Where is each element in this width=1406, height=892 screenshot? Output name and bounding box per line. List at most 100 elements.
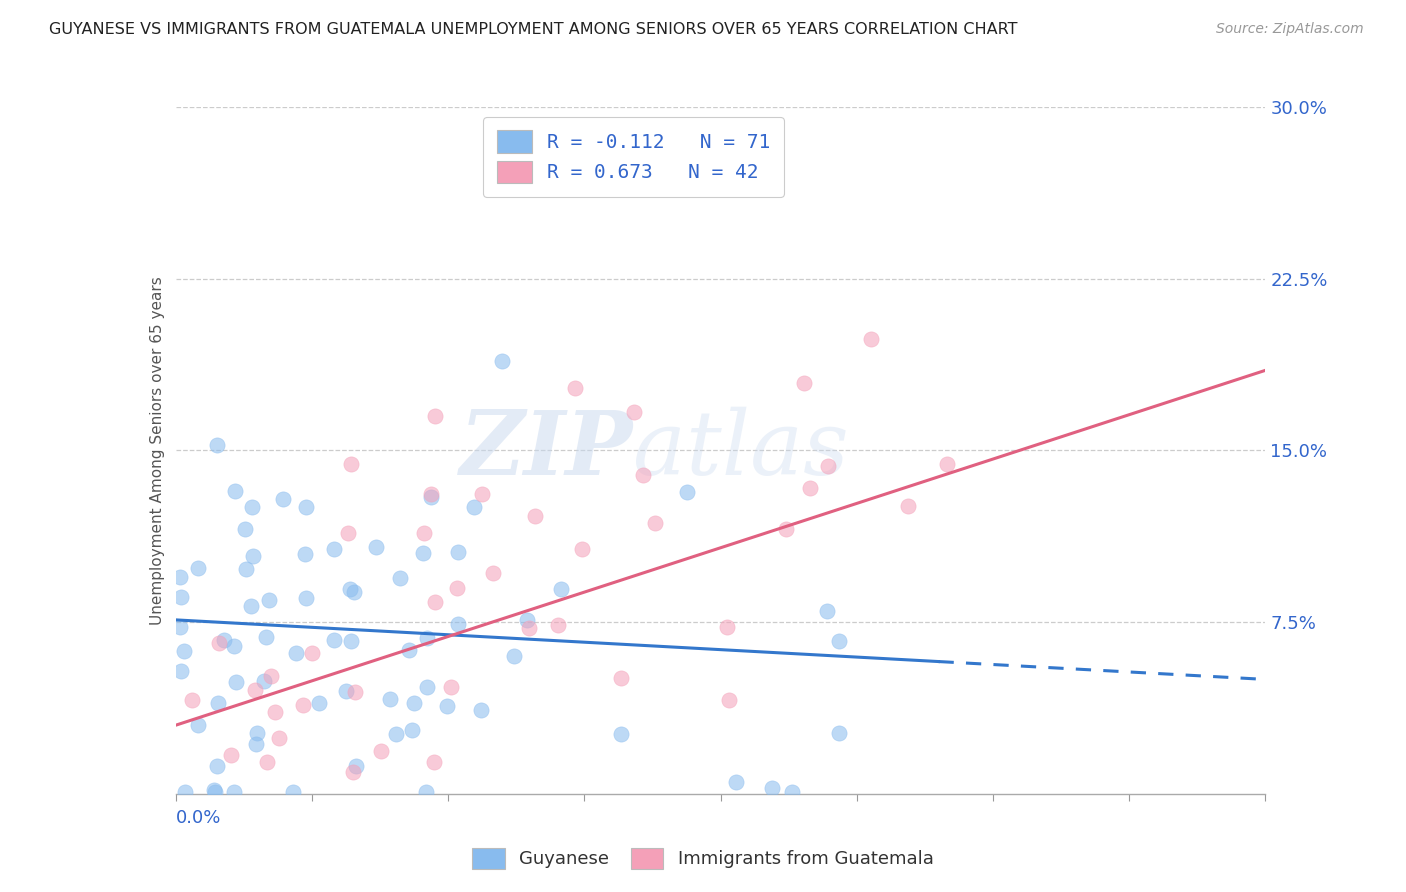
Point bbox=[828, 633, 851, 648]
Point bbox=[207, 696, 229, 710]
Point bbox=[301, 646, 323, 660]
Point bbox=[780, 784, 803, 798]
Point bbox=[173, 643, 195, 657]
Point bbox=[285, 646, 308, 660]
Point bbox=[308, 696, 330, 710]
Point bbox=[205, 758, 228, 772]
Point bbox=[243, 682, 266, 697]
Point bbox=[253, 673, 276, 688]
Point bbox=[294, 591, 316, 606]
Point bbox=[340, 633, 363, 648]
Point bbox=[724, 775, 747, 789]
Point bbox=[644, 516, 666, 530]
Point bbox=[295, 500, 318, 514]
Point bbox=[222, 640, 245, 654]
Point bbox=[291, 698, 314, 713]
Point bbox=[323, 541, 346, 556]
Point bbox=[761, 781, 783, 796]
Point bbox=[436, 699, 458, 714]
Point bbox=[828, 726, 851, 740]
Point bbox=[936, 457, 959, 471]
Point bbox=[516, 613, 538, 627]
Point bbox=[342, 584, 364, 599]
Point bbox=[718, 693, 741, 707]
Point bbox=[242, 549, 264, 563]
Point bbox=[233, 521, 256, 535]
Point bbox=[423, 755, 446, 769]
Point bbox=[221, 747, 243, 762]
Point bbox=[815, 604, 838, 618]
Point bbox=[423, 409, 446, 424]
Point bbox=[169, 570, 191, 584]
Point bbox=[416, 631, 439, 645]
Point bbox=[420, 487, 443, 501]
Point bbox=[370, 744, 392, 758]
Point bbox=[398, 643, 420, 657]
Point bbox=[420, 490, 443, 504]
Point bbox=[482, 566, 505, 580]
Point bbox=[440, 680, 463, 694]
Point bbox=[339, 457, 361, 471]
Point bbox=[401, 723, 423, 738]
Point bbox=[716, 620, 738, 634]
Point bbox=[366, 540, 388, 554]
Point bbox=[463, 500, 485, 514]
Point bbox=[799, 481, 821, 495]
Point bbox=[547, 618, 569, 632]
Text: 0.0%: 0.0% bbox=[176, 809, 221, 827]
Point bbox=[793, 376, 815, 390]
Point bbox=[339, 582, 361, 597]
Point bbox=[240, 500, 263, 514]
Point bbox=[323, 632, 346, 647]
Point bbox=[564, 381, 586, 395]
Y-axis label: Unemployment Among Seniors over 65 years: Unemployment Among Seniors over 65 years bbox=[149, 277, 165, 624]
Point bbox=[187, 718, 209, 732]
Point bbox=[860, 332, 883, 346]
Point bbox=[610, 671, 633, 685]
Point bbox=[224, 483, 246, 498]
Point bbox=[623, 405, 645, 419]
Point bbox=[415, 784, 437, 798]
Point bbox=[446, 581, 468, 595]
Legend: R = -0.112   N = 71, R = 0.673   N = 42: R = -0.112 N = 71, R = 0.673 N = 42 bbox=[482, 117, 785, 196]
Point bbox=[503, 648, 526, 663]
Point bbox=[235, 562, 257, 576]
Point bbox=[257, 593, 280, 607]
Point bbox=[174, 784, 197, 798]
Point bbox=[817, 458, 839, 473]
Point bbox=[169, 620, 191, 634]
Text: atlas: atlas bbox=[633, 407, 849, 494]
Point bbox=[378, 692, 401, 706]
Point bbox=[610, 727, 633, 741]
Point bbox=[343, 685, 366, 699]
Point bbox=[225, 675, 247, 690]
Point bbox=[212, 632, 235, 647]
Point bbox=[256, 755, 278, 769]
Point bbox=[267, 731, 290, 745]
Point bbox=[423, 595, 446, 609]
Legend: Guyanese, Immigrants from Guatemala: Guyanese, Immigrants from Guatemala bbox=[465, 840, 941, 876]
Point bbox=[413, 526, 436, 541]
Point bbox=[260, 669, 283, 683]
Point bbox=[388, 571, 411, 585]
Point bbox=[254, 630, 277, 644]
Point bbox=[337, 526, 360, 541]
Text: GUYANESE VS IMMIGRANTS FROM GUATEMALA UNEMPLOYMENT AMONG SENIORS OVER 65 YEARS C: GUYANESE VS IMMIGRANTS FROM GUATEMALA UN… bbox=[49, 22, 1018, 37]
Point bbox=[263, 706, 285, 720]
Point bbox=[180, 693, 202, 707]
Point bbox=[470, 703, 492, 717]
Point bbox=[170, 664, 193, 678]
Point bbox=[446, 617, 468, 632]
Point bbox=[412, 546, 434, 560]
Point bbox=[245, 726, 267, 740]
Point bbox=[344, 758, 367, 772]
Point bbox=[239, 599, 262, 614]
Point bbox=[471, 487, 494, 501]
Point bbox=[550, 582, 572, 596]
Text: Source: ZipAtlas.com: Source: ZipAtlas.com bbox=[1216, 22, 1364, 37]
Point bbox=[775, 522, 797, 536]
Text: ZIP: ZIP bbox=[460, 408, 633, 493]
Point bbox=[245, 737, 267, 751]
Point bbox=[294, 547, 316, 561]
Point bbox=[170, 590, 193, 604]
